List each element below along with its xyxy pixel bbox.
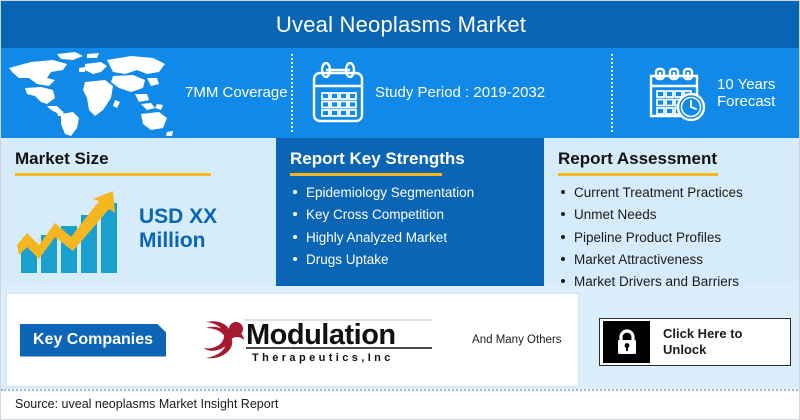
list-item: Drugs Uptake <box>290 250 530 269</box>
modulation-therapeutics-logo: Modulation Therapeutics,Inc <box>204 319 433 364</box>
band-separator-2 <box>611 54 613 132</box>
band-item-coverage: 7MM Coverage <box>1 48 291 138</box>
band-item-forecast-line2: Forecast <box>717 93 776 110</box>
band-item-forecast-line1: 10 Years <box>717 75 776 93</box>
unlock-label-line2: Unlock <box>663 342 707 357</box>
report-assessment-underline <box>558 173 718 177</box>
panel-market-size: Market Size USD XX Million <box>1 138 276 286</box>
band-item-study-period: Study Period : 2019-2032 <box>291 48 629 138</box>
report-key-strengths-underline <box>290 173 442 177</box>
band-separator-1 <box>291 54 293 132</box>
report-assessment-list: Current Treatment Practices Unmet Needs … <box>558 183 787 291</box>
source-bar: Source: uveal neoplasms Market Insight R… <box>1 389 799 419</box>
feature-band: 7MM Coverage <box>1 48 799 138</box>
svg-text:Therapeutics,Inc: Therapeutics,Inc <box>252 352 394 364</box>
band-item-forecast-label: 10 Years Forecast <box>717 76 775 111</box>
list-item: Current Treatment Practices <box>558 183 787 202</box>
source-divider <box>1 389 799 391</box>
source-text: Source: uveal neoplasms Market Insight R… <box>15 397 279 411</box>
svg-text:Modulation: Modulation <box>246 319 396 351</box>
band-item-forecast: 10 Years Forecast <box>629 48 799 138</box>
company-logo: Modulation Therapeutics,Inc <box>200 314 450 366</box>
click-here-to-unlock-button[interactable]: Click Here to Unlock <box>599 318 791 366</box>
calendar-icon <box>312 62 364 123</box>
market-size-value: USD XX Million <box>139 205 218 253</box>
list-item: Highly Analyzed Market <box>290 228 530 247</box>
report-key-strengths-heading: Report Key Strengths <box>290 149 465 168</box>
key-companies-card: Key Companies Modulation Therapeutics,In… <box>6 293 579 387</box>
market-size-content: USD XX Million <box>15 183 262 275</box>
list-item: Market Drivers and Barriers <box>558 272 787 291</box>
market-size-heading: Market Size <box>15 149 109 168</box>
panel-report-assessment: Report Assessment Current Treatment Prac… <box>544 138 799 289</box>
unlock-button-label: Click Here to Unlock <box>650 319 790 365</box>
and-many-others-label: And Many Others <box>472 334 562 346</box>
band-item-study-period-label: Study Period : 2019-2032 <box>375 84 546 102</box>
report-assessment-heading: Report Assessment <box>558 149 718 168</box>
list-item: Pipeline Product Profiles <box>558 228 787 247</box>
panel-report-key-strengths: Report Key Strengths Epidemiology Segmen… <box>276 138 544 286</box>
world-map-icon <box>9 52 173 136</box>
page-title: Uveal Neoplasms Market <box>275 11 527 37</box>
report-key-strengths-list: Epidemiology Segmentation Key Cross Comp… <box>290 183 530 269</box>
key-companies-badge: Key Companies <box>20 324 166 357</box>
market-size-underline <box>15 173 211 177</box>
list-item: Key Cross Competition <box>290 205 530 224</box>
title-bar: Uveal Neoplasms Market <box>1 1 799 48</box>
lock-icon <box>617 329 636 354</box>
logo-mark-icon <box>204 321 245 359</box>
band-item-coverage-label: 7MM Coverage <box>185 84 288 102</box>
list-item: Unmet Needs <box>558 205 787 224</box>
info-panels: Market Size USD XX Million <box>1 138 799 289</box>
calendar-clock-icon <box>649 67 706 122</box>
list-item: Epidemiology Segmentation <box>290 183 530 202</box>
unlock-label-line1: Click Here to <box>663 325 743 341</box>
list-item: Market Attractiveness <box>558 250 787 269</box>
bar-chart-growth-icon <box>17 191 117 274</box>
lock-icon-container <box>603 321 650 363</box>
